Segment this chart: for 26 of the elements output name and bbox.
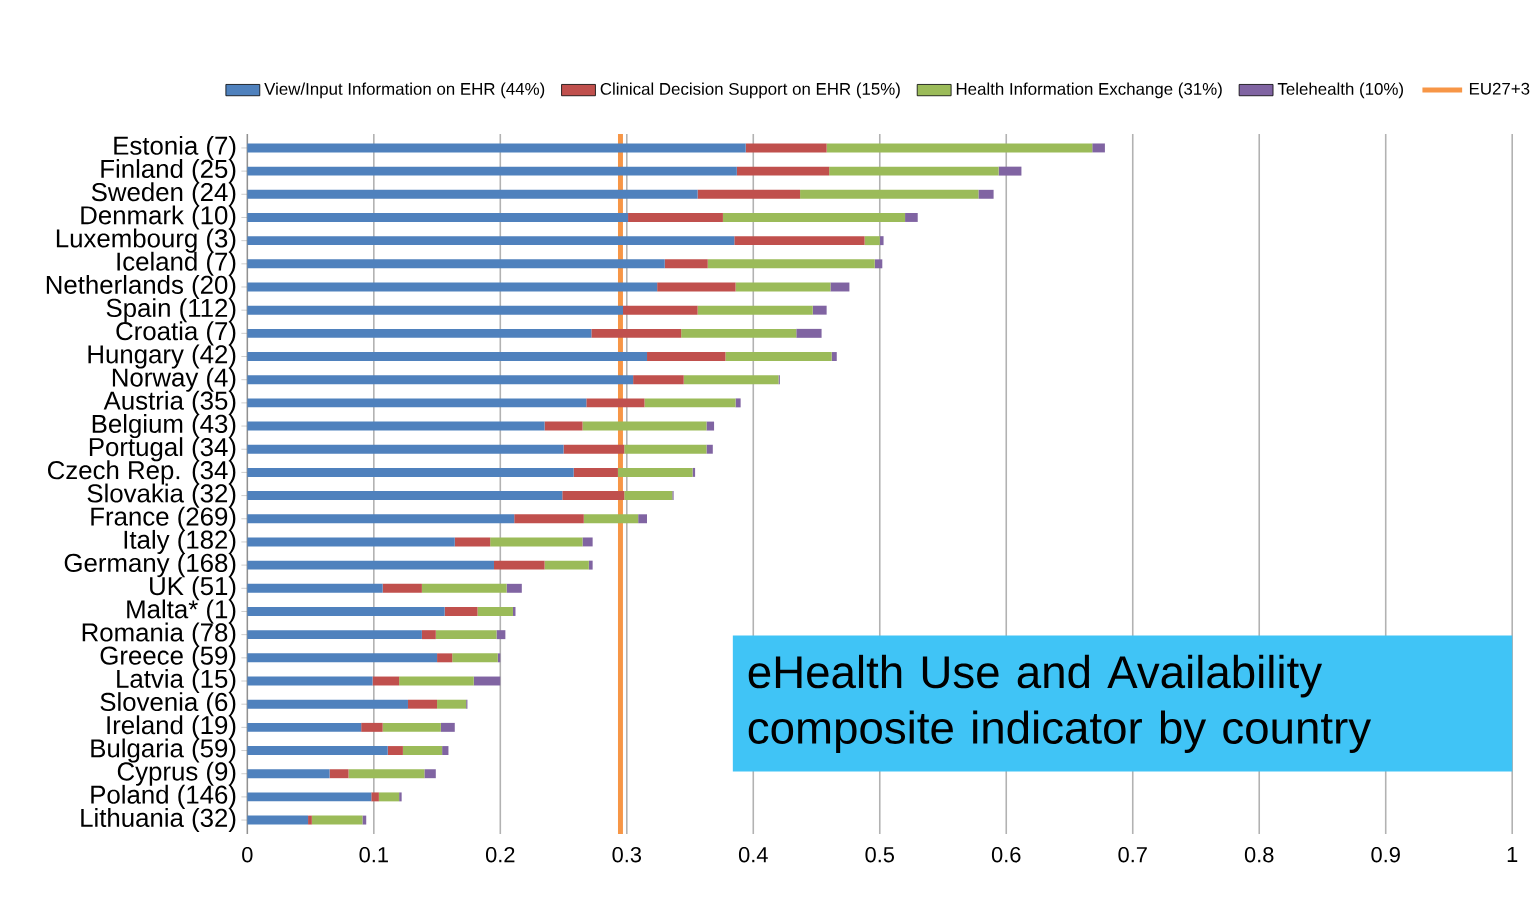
x-tick-label: 1 <box>1507 847 1518 863</box>
x-tick-label: 0.1 <box>359 847 388 863</box>
y-tick-label: Bulgaria (59) <box>91 738 236 763</box>
y-tick-label: Portugal (34) <box>89 437 236 462</box>
x-tick-label: 0.2 <box>485 847 515 863</box>
x-tick-label: 0.4 <box>738 847 768 863</box>
legend-label: EU27+3 <box>1469 82 1530 95</box>
y-tick-label: Romania (78) <box>82 622 236 647</box>
x-tick-label: 0.8 <box>1244 847 1274 863</box>
y-tick-label: Germany (168) <box>64 553 236 578</box>
y-tick-label: Spain (112) <box>106 298 236 323</box>
y-tick-label: Italy (182) <box>124 530 236 555</box>
annotation: eHealth Use and Availability composite indicator by country <box>748 655 1372 754</box>
legend-label: View/Input Information on EHR (44%) <box>264 82 545 99</box>
legend-label: Telehealth (10%) <box>1277 82 1403 99</box>
legend-label: Clinical Decision Support on EHR (15%) <box>600 82 900 99</box>
y-tick-label: Hungary (42) <box>88 344 236 369</box>
x-tick-label: 0.5 <box>865 847 895 863</box>
x-tick-label: 0.6 <box>991 847 1021 863</box>
y-tick-label: Lithuania (32) <box>81 808 236 833</box>
x-tick-label: 0.3 <box>612 847 642 863</box>
legend-label: Health Information Exchange (31%) <box>956 82 1222 99</box>
x-tick-label: 0 <box>242 847 253 863</box>
y-tick-label: Belgium (43) <box>92 414 236 439</box>
x-tick-label: 0.7 <box>1118 847 1147 863</box>
x-tick-label: 0.9 <box>1371 847 1400 863</box>
